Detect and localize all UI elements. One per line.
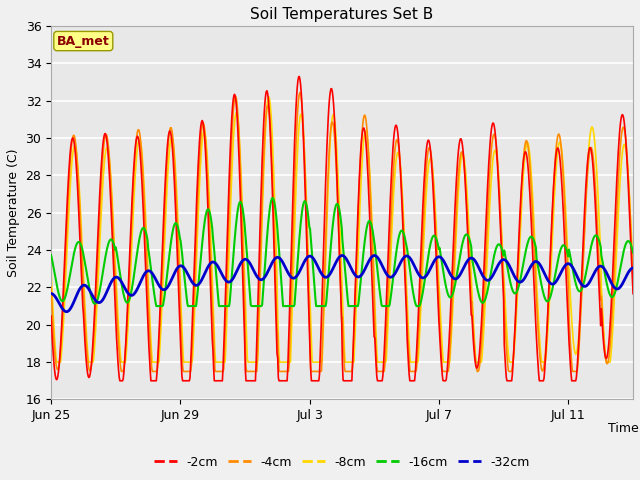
-16cm: [260, 284, 268, 289]
-8cm: [265, 94, 273, 100]
-4cm: [378, 369, 386, 374]
-2cm: [629, 291, 637, 297]
X-axis label: Time: Time: [608, 422, 639, 435]
-2cm: [378, 378, 386, 384]
-8cm: [291, 208, 299, 214]
Line: -8cm: -8cm: [51, 97, 633, 362]
-8cm: [185, 359, 193, 365]
-4cm: [118, 369, 125, 374]
Line: -16cm: -16cm: [51, 198, 633, 306]
-32cm: [371, 252, 378, 258]
Line: -2cm: -2cm: [51, 76, 633, 381]
-32cm: [629, 265, 637, 271]
-32cm: [63, 309, 70, 314]
Title: Soil Temperatures Set B: Soil Temperatures Set B: [250, 7, 434, 22]
-8cm: [378, 359, 386, 365]
Legend: -2cm, -4cm, -8cm, -16cm, -32cm: -2cm, -4cm, -8cm, -16cm, -32cm: [149, 451, 535, 474]
Line: -4cm: -4cm: [51, 93, 633, 372]
-16cm: [291, 293, 299, 299]
-4cm: [296, 90, 304, 96]
-2cm: [47, 313, 55, 319]
-32cm: [185, 273, 193, 279]
-8cm: [260, 175, 268, 180]
-2cm: [116, 378, 124, 384]
-16cm: [629, 250, 637, 255]
-2cm: [296, 73, 303, 79]
-4cm: [291, 181, 298, 187]
-2cm: [68, 136, 76, 142]
-2cm: [185, 378, 193, 384]
-8cm: [47, 268, 55, 274]
-8cm: [518, 187, 526, 192]
-4cm: [629, 278, 637, 284]
Y-axis label: Soil Temperature (C): Soil Temperature (C): [7, 148, 20, 277]
-4cm: [185, 369, 193, 374]
-32cm: [518, 278, 526, 284]
-32cm: [260, 276, 268, 281]
-4cm: [260, 160, 268, 166]
-16cm: [518, 266, 526, 272]
-16cm: [68, 261, 76, 266]
-2cm: [518, 168, 526, 174]
-2cm: [291, 140, 298, 145]
-8cm: [53, 359, 61, 365]
-16cm: [185, 303, 193, 309]
-16cm: [378, 303, 386, 309]
-8cm: [629, 268, 637, 274]
-4cm: [518, 170, 526, 176]
-32cm: [47, 290, 55, 296]
-32cm: [69, 301, 77, 307]
-4cm: [68, 139, 76, 144]
-16cm: [47, 252, 55, 258]
-16cm: [268, 195, 276, 201]
-2cm: [260, 124, 268, 130]
-32cm: [378, 263, 386, 269]
-32cm: [291, 275, 298, 281]
Text: BA_met: BA_met: [57, 35, 109, 48]
-8cm: [69, 152, 77, 157]
Line: -32cm: -32cm: [51, 255, 633, 312]
-16cm: [152, 303, 160, 309]
-4cm: [47, 285, 55, 290]
